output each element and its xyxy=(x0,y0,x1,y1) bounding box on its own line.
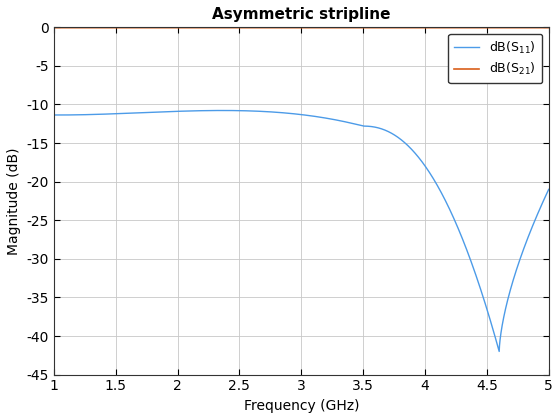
dB(S$_{21}$) xyxy=(240,25,246,30)
dB(S$_{11}$) xyxy=(347,121,354,126)
Line: dB(S$_{11}$): dB(S$_{11}$) xyxy=(54,110,549,352)
dB(S$_{21}$) xyxy=(141,25,147,30)
dB(S$_{11}$) xyxy=(496,349,502,354)
dB(S$_{11}$) xyxy=(141,110,147,115)
dB(S$_{21}$) xyxy=(347,25,354,30)
dB(S$_{11}$) xyxy=(372,125,379,130)
dB(S$_{21}$) xyxy=(50,25,57,30)
dB(S$_{11}$) xyxy=(50,113,57,118)
Y-axis label: Magnitude (dB): Magnitude (dB) xyxy=(7,147,21,255)
dB(S$_{11}$) xyxy=(420,161,427,166)
dB(S$_{21}$) xyxy=(458,25,464,30)
dB(S$_{11}$) xyxy=(458,232,464,237)
dB(S$_{21}$) xyxy=(419,25,426,30)
Legend: dB(S$_{11}$), dB(S$_{21}$): dB(S$_{11}$), dB(S$_{21}$) xyxy=(448,34,543,83)
dB(S$_{11}$) xyxy=(545,187,552,192)
dB(S$_{11}$) xyxy=(219,108,226,113)
dB(S$_{21}$) xyxy=(372,25,379,30)
X-axis label: Frequency (GHz): Frequency (GHz) xyxy=(244,399,359,413)
Title: Asymmetric stripline: Asymmetric stripline xyxy=(212,7,390,22)
dB(S$_{21}$) xyxy=(545,25,552,30)
dB(S$_{11}$) xyxy=(240,108,246,113)
